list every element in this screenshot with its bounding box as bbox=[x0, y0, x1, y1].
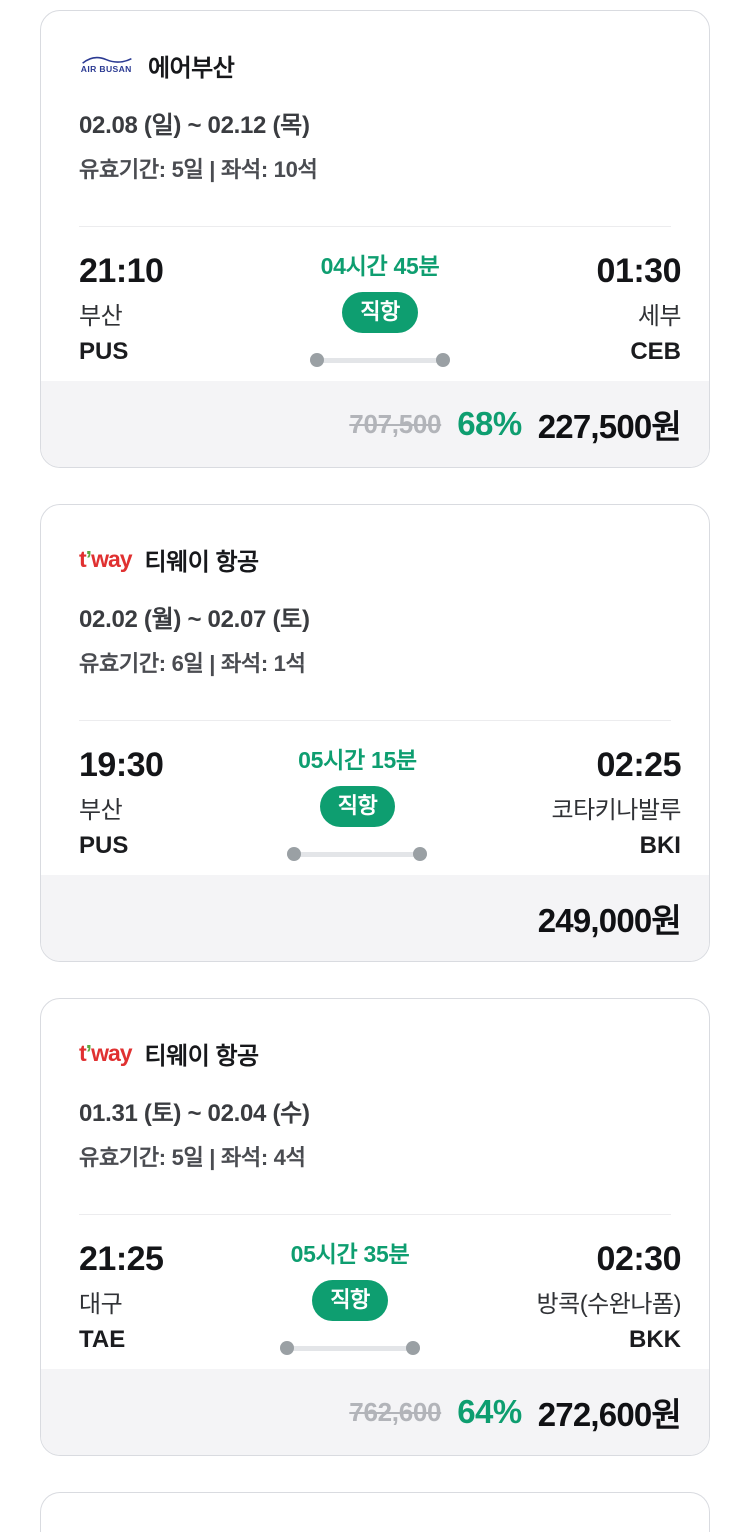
card-header: t’way 티웨이 항공 01.31 (토) ~ 02.04 (수) 유효기간:… bbox=[41, 999, 709, 1172]
departure-column: 19:30 부산 PUS bbox=[79, 746, 164, 861]
duration-column: 05시간 35분 직항 bbox=[260, 1241, 440, 1356]
final-price: 227,500원 bbox=[537, 408, 682, 445]
airline-name: 티웨이 항공 bbox=[144, 548, 260, 576]
route-line bbox=[280, 1341, 420, 1356]
route-line bbox=[287, 847, 428, 862]
flight-duration: 04시간 45분 bbox=[320, 253, 440, 279]
airbusan-logo-icon: AIR BUSAN bbox=[79, 53, 135, 77]
departure-time: 19:30 bbox=[79, 746, 164, 784]
airline-name: 에어부산 bbox=[148, 54, 235, 82]
duration-column: 04시간 45분 직항 bbox=[290, 253, 470, 368]
tway-logo-icon: t’way bbox=[79, 545, 133, 572]
flight-duration: 05시간 15분 bbox=[298, 747, 417, 773]
departure-city: 부산 bbox=[79, 303, 123, 330]
arrival-airport-code: BKI bbox=[639, 832, 681, 860]
airline-row: AIR BUSAN 에어부산 bbox=[79, 49, 671, 82]
arrival-city: 코타키나발루 bbox=[551, 797, 682, 824]
price-bar: 707,500 68% 227,500원 bbox=[41, 381, 709, 467]
route-origin-dot bbox=[280, 1341, 294, 1356]
arrival-airport-code: BKK bbox=[629, 1326, 681, 1354]
departure-airport-code: PUS bbox=[79, 338, 129, 366]
card-header: AIR BUSAN 에어부산 02.08 (일) ~ 02.12 (목) 유효기… bbox=[41, 11, 709, 184]
arrival-column: 02:25 코타키나발루 BKI bbox=[551, 746, 682, 861]
arrival-time: 02:25 bbox=[596, 746, 682, 784]
validity-and-seats: 유효기간: 6일 | 좌석: 1석 bbox=[79, 651, 306, 676]
departure-city: 대구 bbox=[79, 1291, 123, 1318]
route-destination-dot bbox=[436, 353, 450, 368]
route-bar bbox=[280, 1345, 420, 1351]
section-divider bbox=[79, 720, 671, 721]
airbusan-logo-text: AIR BUSAN bbox=[81, 64, 132, 74]
validity-and-seats: 유효기간: 5일 | 좌석: 4석 bbox=[79, 1145, 306, 1170]
route-bar bbox=[287, 851, 428, 857]
departure-time: 21:10 bbox=[79, 252, 164, 290]
arrival-city: 세부 bbox=[637, 303, 682, 330]
final-price: 272,600원 bbox=[537, 1396, 682, 1433]
discount-percent: 64% bbox=[457, 1393, 522, 1430]
airline-row: t’way 티웨이 항공 bbox=[79, 543, 671, 576]
departure-time: 21:25 bbox=[79, 1240, 164, 1278]
original-price-strikethrough: 707,500 bbox=[349, 408, 442, 439]
arrival-column: 01:30 세부 CEB bbox=[596, 252, 682, 367]
airline-row: t’way 티웨이 항공 bbox=[79, 1037, 671, 1070]
flight-duration: 05시간 35분 bbox=[290, 1241, 410, 1267]
route-bar bbox=[310, 357, 450, 363]
airline-name: 티웨이 항공 bbox=[144, 1042, 260, 1070]
arrival-column: 02:30 방콕(수완나폼) BKK bbox=[536, 1240, 682, 1355]
departure-city: 부산 bbox=[79, 797, 123, 824]
tway-logo-t: t bbox=[79, 1039, 87, 1066]
original-price-strikethrough: 762,600 bbox=[349, 1396, 442, 1427]
departure-airport-code: TAE bbox=[79, 1326, 126, 1354]
flight-deal-card-partial[interactable] bbox=[40, 1492, 710, 1532]
price-bar: 762,600 64% 272,600원 bbox=[41, 1369, 709, 1455]
discount-percent: 68% bbox=[457, 405, 522, 442]
direct-flight-badge: 직항 bbox=[319, 786, 396, 828]
duration-column: 05시간 15분 직항 bbox=[267, 747, 447, 862]
section-divider bbox=[79, 226, 671, 227]
departure-airport-code: PUS bbox=[79, 832, 129, 860]
final-price: 249,000원 bbox=[537, 902, 682, 939]
arrival-time: 02:30 bbox=[596, 1240, 682, 1278]
direct-flight-badge: 직항 bbox=[342, 292, 418, 334]
flight-deal-card[interactable]: t’way 티웨이 항공 01.31 (토) ~ 02.04 (수) 유효기간:… bbox=[40, 998, 710, 1456]
validity-and-seats: 유효기간: 5일 | 좌석: 10석 bbox=[79, 157, 318, 182]
route-origin-dot bbox=[287, 847, 302, 862]
route-destination-dot bbox=[413, 847, 428, 862]
arrival-city: 방콕(수완나폼) bbox=[536, 1291, 682, 1318]
tway-logo-way: way bbox=[91, 1039, 132, 1066]
arrival-time: 01:30 bbox=[596, 252, 682, 290]
trip-date-range: 02.02 (월) ~ 02.07 (토) bbox=[79, 606, 310, 633]
flight-itinerary-row: 21:25 대구 TAE 05시간 35분 직항 02:30 방콕(수완나폼) … bbox=[41, 1215, 709, 1356]
price-bar: 249,000원 bbox=[41, 875, 709, 961]
flight-deal-card[interactable]: AIR BUSAN 에어부산 02.08 (일) ~ 02.12 (목) 유효기… bbox=[40, 10, 710, 468]
tway-logo-apostrophe: ’ bbox=[85, 545, 92, 572]
arrival-airport-code: CEB bbox=[630, 338, 681, 366]
card-header: t’way 티웨이 항공 02.02 (월) ~ 02.07 (토) 유효기간:… bbox=[41, 505, 709, 678]
tway-logo-apostrophe: ’ bbox=[85, 1039, 92, 1066]
flight-itinerary-row: 19:30 부산 PUS 05시간 15분 직항 02:25 코타키나발루 BK… bbox=[41, 721, 709, 862]
tway-logo-icon: t’way bbox=[79, 1039, 133, 1066]
route-destination-dot bbox=[406, 1341, 420, 1356]
trip-date-range: 01.31 (토) ~ 02.04 (수) bbox=[79, 1100, 310, 1127]
tway-logo-t: t bbox=[79, 545, 87, 572]
direct-flight-badge: 직항 bbox=[312, 1280, 388, 1322]
trip-date-range: 02.08 (일) ~ 02.12 (목) bbox=[79, 112, 310, 139]
departure-column: 21:10 부산 PUS bbox=[79, 252, 164, 367]
departure-column: 21:25 대구 TAE bbox=[79, 1240, 164, 1355]
route-line bbox=[310, 353, 450, 368]
flight-deal-card[interactable]: t’way 티웨이 항공 02.02 (월) ~ 02.07 (토) 유효기간:… bbox=[40, 504, 710, 962]
tway-logo-way: way bbox=[91, 545, 132, 572]
route-origin-dot bbox=[310, 353, 324, 368]
section-divider bbox=[79, 1214, 671, 1215]
flight-itinerary-row: 21:10 부산 PUS 04시간 45분 직항 01:30 세부 CEB bbox=[41, 227, 709, 368]
